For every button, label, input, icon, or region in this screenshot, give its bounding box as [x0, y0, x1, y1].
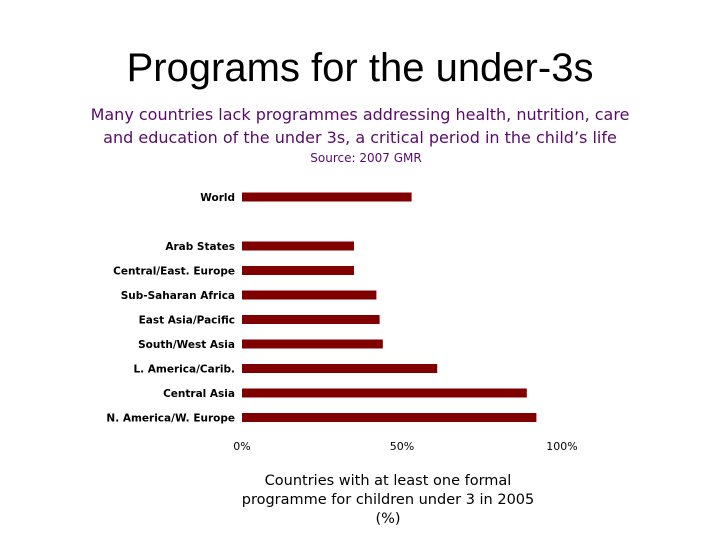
bar-central-asia	[242, 388, 527, 398]
category-label-n-america-w-europe: N. America/W. Europe	[106, 413, 235, 425]
category-label-sub-saharan-africa: Sub-Saharan Africa	[121, 290, 235, 302]
bar-south-west-asia	[242, 339, 383, 349]
caption-line-1: Countries with at least one formal	[264, 473, 512, 489]
category-label-central-east-europe: Central/East. Europe	[113, 266, 235, 278]
x-tick-label-0: 0%	[233, 440, 250, 453]
x-tick-label-50: 50%	[390, 440, 414, 453]
category-label-south-west-asia: South/West Asia	[138, 339, 235, 351]
category-label-east-asia-pacific: East Asia/Pacific	[139, 315, 235, 327]
bar-sub-saharan-africa	[242, 290, 377, 300]
slide-title: Programs for the under-3s	[126, 46, 594, 90]
bar-world	[242, 192, 412, 202]
bar-central-east-europe	[242, 266, 354, 275]
chart-caption: Countries with at least one formal progr…	[208, 472, 568, 529]
subtitle-line-1: Many countries lack programmes addressin…	[90, 105, 630, 124]
subtitle-line-2: and education of the under 3s, a critica…	[103, 128, 617, 147]
caption-line-3: (%)	[375, 511, 401, 527]
bar-l-america-carib	[242, 364, 438, 373]
category-label-l-america-carib: L. America/Carib.	[133, 364, 235, 376]
source-note: Source: 2007 GMR	[310, 151, 422, 165]
x-tick-label-100: 100%	[546, 440, 577, 453]
category-label-central-asia: Central Asia	[163, 388, 235, 400]
category-label-world: World	[200, 192, 235, 204]
bar-arab-states	[242, 241, 354, 251]
caption-line-2: programme for children under 3 in 2005	[241, 492, 535, 508]
bar-east-asia-pacific	[242, 315, 380, 324]
category-label-arab-states: Arab States	[165, 241, 235, 253]
bar-n-america-w-europe	[242, 413, 537, 422]
slide-subtitle: Many countries lack programmes addressin…	[40, 103, 680, 149]
